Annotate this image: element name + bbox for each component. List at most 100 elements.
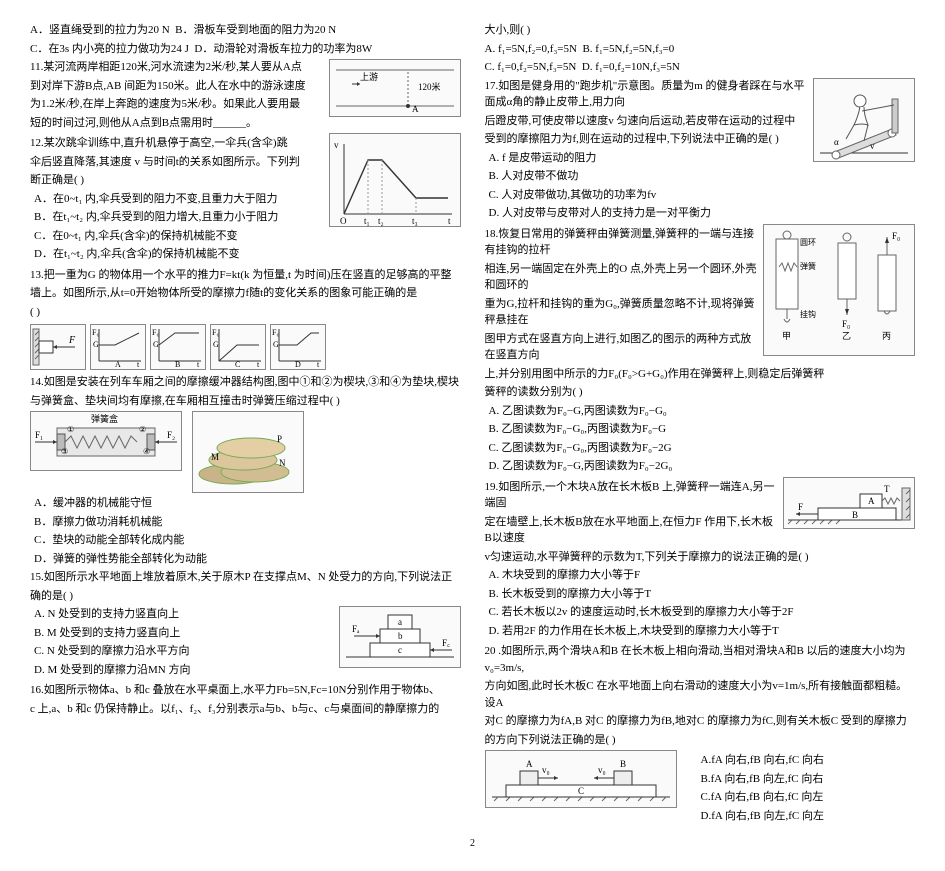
svg-text:A: A [526,759,533,769]
svg-text:a: a [398,617,402,627]
svg-text:N: N [279,458,286,468]
svg-text:G: G [213,340,219,349]
q19-opt-c: C. 若长木板以2v 的速度运动时,长木板受到的摩擦力大小等于2F [489,604,916,621]
svg-text:A: A [115,360,121,369]
q11-figure: 上游 120米 A [329,59,461,117]
svg-text:B: B [620,759,626,769]
svg-text:甲: 甲 [782,331,791,341]
q13-graph-a: F₀tGA [90,324,146,370]
q12-graph: v O t₁ t₂ t₃ t [329,133,461,227]
q20-line4: 的方向下列说法正确的是( ) [485,732,916,749]
q16-opt-c: C. f₁=0,f₂=5N,f₃=5N [485,61,577,73]
svg-text:v: v [870,141,875,151]
svg-text:t₃: t₃ [412,216,418,226]
q17-treadmill-figure: α v [813,78,915,162]
q10-opt-a: A．竖直绳受到的拉力为20 N [30,24,170,36]
svg-text:α: α [834,137,839,147]
q20-opt-c: C.fA 向右,fB 向右,fC 向左 [701,789,824,806]
svg-text:F₀: F₀ [92,328,99,337]
svg-text:Fₐ: Fₐ [352,624,360,634]
svg-text:F: F [798,502,803,512]
svg-text:t₁: t₁ [364,216,370,226]
svg-text:G: G [93,340,99,349]
q20-opt-b: B.fA 向右,fB 向左,fC 向右 [701,771,824,788]
svg-text:v₀: v₀ [542,765,550,775]
q18-line6: 簧秤的读数分别为( ) [485,384,916,401]
svg-text:A: A [868,496,875,506]
svg-text:②: ② [139,425,146,434]
svg-text:丙: 丙 [882,331,891,341]
q19-opt-b: B. 长木板受到的摩擦力大小等于T [489,586,916,603]
svg-text:t: t [448,216,451,226]
q14-opt-d: D．弹簧的弹性势能全部转化为动能 [34,551,461,568]
q20-line1: 20 .如图所示,两个滑块A和B 在长木板上相向滑动,当相对滑块A和B 以后的速… [485,643,916,676]
q14-spring-diagram: 弹簧盒 F₁ F₂ ③① ②④ [30,411,182,471]
right-column: 大小,则( ) A. f₁=5N,f₂=0,f₃=5N B. f₁=5N,f₂=… [485,20,916,826]
q18-line5: 上,并分别用图中所示的力F₀(F₀>G+G₀)作用在弹簧秤上,则稳定后弹簧秤 [485,366,916,383]
q13-graph-d: F₀tGD [270,324,326,370]
q16-opt-a: A. f₁=5N,f₂=0,f₃=5N [485,43,577,55]
q15-line1: 15.如图所示水平地面上堆放着原木,关于原木P 在支撑点M、N 处受力的方向,下… [30,569,461,586]
svg-text:P: P [277,434,282,444]
q14-springbox-label: 弹簧盒 [91,413,118,424]
svg-text:弹簧: 弹簧 [800,261,816,271]
q19-opt-a: A. 木块受到的摩擦力大小等于F [489,567,916,584]
q19-opt-d: D. 若用2F 的力作用在长木板上,木块受到的摩擦力大小等于T [489,623,916,640]
svg-text:T: T [884,484,890,494]
q20-figure: C A B v₀ v₀ [485,750,677,808]
q18-opt-a: A. 乙图读数为F₀−G,丙图读数为F₀−G₀ [489,403,916,420]
q16-opt-b: B. f₁=5N,f₂=5N,f₃=0 [582,43,674,55]
svg-text:M: M [211,452,219,462]
svg-text:圆环: 圆环 [800,238,816,247]
svg-text:F₀: F₀ [842,319,850,329]
q17-opt-b: B. 人对皮带不做功 [489,168,916,185]
q16-line1: 16.如图所示物体a、b 和c 叠放在水平桌面上,水平力Fb=5N,Fc=10N… [30,682,461,699]
q13-push-diagram: F [30,324,86,370]
svg-text:①: ① [67,425,74,434]
q12-opt-d: D．在t₁~t₂ 内,伞兵(含伞)的保持机械能不变 [34,246,461,263]
q12-opt-c: C．在0~t₁ 内,伞兵(含伞)的保持机械能不变 [34,228,461,245]
svg-text:F꜀: F꜀ [442,638,450,648]
q14-opt-c: C．垫块的动能全部转化成内能 [34,532,461,549]
q20-line3: 对C 的摩擦力为fA,B 对C 的摩擦力为fB,地对C 的摩擦力为fC,则有关木… [485,713,916,730]
q10-opt-d: D．动滑轮对滑板车拉力的功率为8W [194,43,372,55]
svg-text:b: b [398,631,403,641]
q20-line2: 方向如图,此时长木板C 在水平地面上向右滑动的速度大小为v=1m/s,所有接触面… [485,678,916,711]
q17-opt-d: D. 人对皮带与皮带对人的支持力是一对平衡力 [489,205,916,222]
svg-text:G: G [273,340,279,349]
q18-opt-b: B. 乙图读数为F₀−G₀,丙图读数为F₀−G [489,421,916,438]
q20-opt-a: A.fA 向右,fB 向右,fC 向右 [701,752,824,769]
q14-logs-figure: P M N [192,411,304,493]
q17-opt-c: C. 人对皮带做功,其做功的功率为fv [489,187,916,204]
left-column: A．竖直绳受到的拉力为20 N B．滑板车受到地面的阻力为20 N C．在3s … [30,20,461,826]
q13-figures: F F₀tGA F₀tGB F₀tGC F₀tGD [30,324,461,370]
svg-text:③: ③ [61,447,68,456]
q14-line2: 与弹簧盒、垫块间均有摩擦,在车厢相互撞击时弹簧压缩过程中( ) [30,393,461,410]
svg-text:v: v [334,140,339,150]
svg-text:F₀: F₀ [212,328,219,337]
svg-text:C: C [578,786,584,796]
q14-opt-a: A．缓冲器的机械能守恒 [34,495,461,512]
svg-text:B: B [175,360,180,369]
svg-text:c: c [398,645,402,655]
svg-text:O: O [340,216,347,226]
svg-text:F₀: F₀ [152,328,159,337]
q18-opt-d: D. 乙图读数为F₀−G,丙图读数为F₀−2G₀ [489,458,916,475]
q16-line2: c 上,a、b 和c 仍保持静止。以f₁、f₂、f₃分别表示a与b、b与c、c与… [30,701,461,718]
q11-label-upstream: 上游 [360,71,378,82]
svg-text:t₂: t₂ [378,216,384,226]
q18-spring-figure: 圆环 弹簧 挂钩 甲 F₀ 乙 F₀ 丙 [763,224,915,356]
svg-text:D: D [295,360,301,369]
page-number: 2 [30,836,915,851]
q20-opt-d: D.fA 向右,fB 向左,fC 向左 [701,808,824,825]
q16-opt-d: D. f₁=0,f₂=10N,f₃=5N [582,61,680,73]
svg-text:F₀: F₀ [892,231,900,241]
q10-opt-b: B．滑板车受到地面的阻力为20 N [175,24,336,36]
svg-text:F₀: F₀ [272,328,279,337]
svg-text:v₀: v₀ [598,765,606,775]
q13-line3: ( ) [30,304,461,321]
svg-text:F₁: F₁ [35,430,43,440]
q14-line1: 14.如图是安装在列车车厢之间的摩擦缓冲器结构图,图中①和②为楔块,③和④为垫块… [30,374,461,391]
svg-text:B: B [852,510,858,520]
q14-opt-b: B．摩擦力做功消耗机械能 [34,514,461,531]
